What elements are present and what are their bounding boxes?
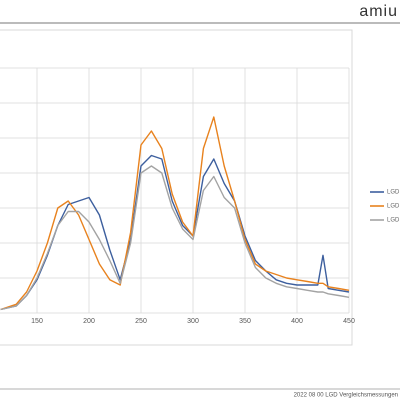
x-tick-label: 450: [343, 318, 355, 325]
logo: amiu: [359, 3, 398, 20]
legend-label: LGD: [387, 190, 400, 196]
x-tick-label: 250: [135, 318, 147, 325]
series-line: [0, 116, 350, 311]
chart-frame: [0, 29, 353, 346]
x-tick-label: 400: [291, 318, 303, 325]
series-line: [0, 154, 350, 311]
legend-label: LGD: [387, 204, 400, 210]
legend-label: LGD: [387, 218, 400, 224]
plot: 150 200 250 300 350 400 450 LGD LGD LGD: [0, 67, 400, 325]
footer-text: 2022 08 00 LGD Vergleichsmessungen: [294, 393, 398, 399]
x-tick-label: 150: [31, 318, 43, 325]
x-tick-label: 350: [239, 318, 251, 325]
x-tick-label: 300: [187, 318, 199, 325]
x-tick-label: 200: [83, 318, 95, 325]
series-line: [0, 165, 350, 311]
